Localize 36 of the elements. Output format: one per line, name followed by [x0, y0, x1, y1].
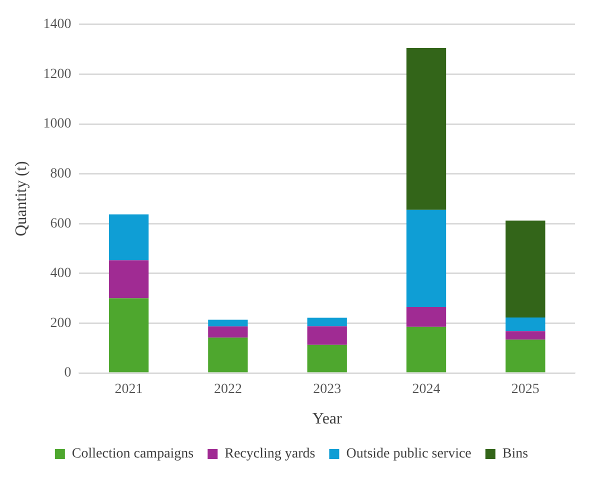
- bar: [506, 317, 546, 332]
- y-tick-label: 400: [50, 266, 72, 282]
- y-tick-label: 200: [50, 316, 72, 331]
- y-tick-label: 1400: [43, 17, 72, 32]
- bar: [506, 331, 546, 340]
- legend-label: Bins: [502, 446, 528, 462]
- legend-label: Outside public service: [346, 446, 472, 462]
- legend-label: Collection campaigns: [72, 446, 194, 462]
- x-tick-label: 2023: [313, 382, 342, 398]
- bar: [406, 326, 446, 372]
- x-tick-label: 2022: [214, 382, 242, 398]
- x-tick-label: 2025: [511, 382, 540, 398]
- bar: [506, 220, 546, 318]
- bar: [108, 260, 149, 298]
- bar: [406, 48, 446, 210]
- bar: [208, 326, 248, 338]
- bar: [208, 338, 248, 372]
- y-tick-label: 1200: [43, 66, 72, 82]
- y-tick-label: 800: [50, 166, 72, 182]
- x-tick-label: 2024: [412, 382, 440, 398]
- bar: [406, 307, 446, 327]
- bar: [307, 344, 347, 372]
- y-axis-title: Quantity (t): [12, 161, 30, 236]
- x-axis-title: Year: [312, 410, 343, 428]
- bar: [307, 318, 347, 326]
- x-tick-label: 2021: [114, 382, 143, 398]
- bar: [307, 326, 347, 345]
- y-tick-label: 0: [64, 366, 72, 381]
- y-tick-label: 600: [50, 216, 72, 232]
- bar: [108, 298, 149, 372]
- y-tick-label: 1000: [43, 116, 72, 132]
- bar: [208, 320, 248, 326]
- bar: [506, 340, 546, 372]
- bar: [108, 214, 149, 260]
- bar: [406, 210, 446, 308]
- legend-label: Recycling yards: [224, 446, 316, 462]
